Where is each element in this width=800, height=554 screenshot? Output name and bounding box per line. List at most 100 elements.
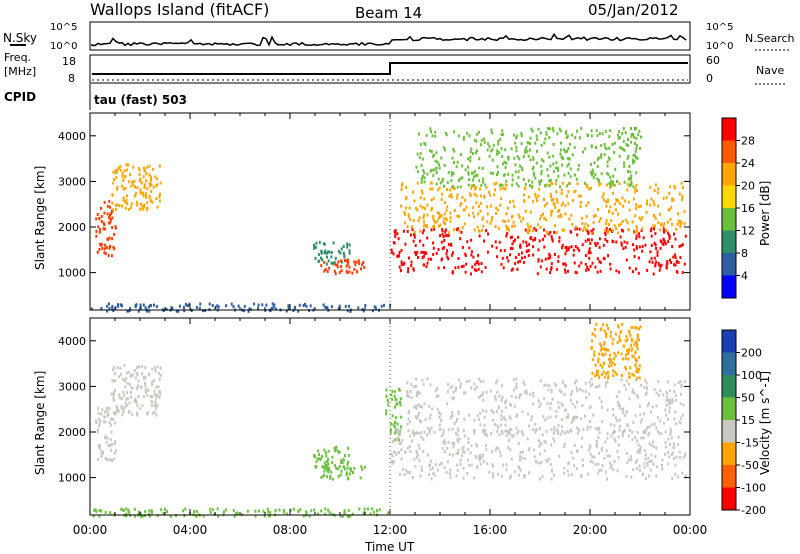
echo-cell: [429, 428, 432, 432]
echo-cell: [636, 246, 638, 250]
echo-cell: [456, 196, 459, 200]
echo-cell: [568, 217, 571, 221]
echo-cell: [616, 199, 619, 203]
cpid-text: tau (fast) 503: [94, 93, 187, 107]
echo-cell: [492, 472, 495, 476]
echo-cell: [554, 182, 557, 186]
echo-cell: [551, 237, 554, 241]
echo-cell: [479, 380, 482, 383]
echo-cell: [567, 415, 570, 419]
echo-cell: [338, 304, 341, 308]
echo-cell: [362, 261, 365, 265]
echo-cell: [653, 422, 656, 426]
echo-cell: [461, 226, 464, 229]
echo-cell: [504, 166, 507, 169]
echo-cell: [113, 391, 115, 395]
echo-cell: [254, 509, 257, 513]
echo-cell: [430, 168, 433, 172]
echo-cell: [574, 244, 577, 248]
echo-cell: [385, 409, 388, 413]
echo-cell: [602, 192, 605, 196]
echo-cell: [560, 390, 563, 394]
echo-cell: [630, 133, 633, 136]
echo-cell: [585, 268, 588, 272]
echo-cell: [623, 429, 626, 433]
echo-cell: [668, 399, 671, 402]
echo-cell: [490, 219, 493, 222]
echo-cell: [536, 149, 538, 153]
echo-cell: [669, 432, 672, 436]
echo-cell: [538, 405, 541, 408]
echo-cell: [501, 395, 504, 399]
echo-cell: [479, 209, 482, 213]
echo-cell: [574, 189, 577, 193]
echo-cell: [568, 142, 571, 146]
echo-cell: [591, 261, 594, 265]
echo-cell: [603, 198, 606, 202]
echo-cell: [451, 251, 454, 255]
echo-cell: [629, 333, 632, 337]
echo-cell: [111, 225, 114, 229]
echo-cell: [652, 440, 655, 444]
echo-cell: [327, 250, 330, 254]
echo-cell: [503, 160, 506, 164]
echo-cell: [622, 127, 625, 131]
echo-cell: [612, 174, 615, 178]
echo-cell: [592, 221, 595, 224]
echo-cell: [573, 464, 576, 467]
echo-cell: [153, 404, 156, 408]
echo-cell: [468, 246, 471, 250]
echo-cell: [103, 415, 106, 419]
echo-cell: [611, 183, 614, 187]
echo-cell: [138, 172, 141, 176]
echo-cell: [559, 148, 562, 152]
echo-cell: [581, 243, 584, 247]
echo-cell: [571, 402, 574, 406]
echo-cell: [475, 201, 478, 205]
echo-cell: [567, 202, 570, 206]
echo-cell: [141, 403, 144, 407]
echo-cell: [540, 169, 543, 173]
echo-cell: [435, 251, 438, 255]
echo-cell: [109, 443, 112, 447]
echo-cell: [623, 164, 626, 168]
echo-cell: [114, 171, 117, 175]
echo-cell: [556, 428, 559, 432]
echo-cell: [348, 243, 351, 247]
echo-cell: [443, 441, 446, 445]
echo-cell: [354, 263, 357, 267]
echo-cell: [645, 381, 648, 385]
echo-cell: [442, 235, 445, 239]
echo-cell: [529, 142, 532, 145]
echo-cell: [665, 399, 668, 402]
echo-cell: [632, 197, 635, 201]
echo-cell: [609, 361, 611, 364]
echo-cell: [589, 452, 592, 456]
echo-cell: [637, 271, 640, 275]
echo-cell: [543, 228, 545, 232]
echo-cell: [496, 149, 499, 153]
echo-cell: [652, 462, 655, 466]
echo-cell: [331, 455, 334, 459]
echo-cell: [674, 237, 677, 241]
echo-cell: [537, 248, 540, 252]
echo-cell: [416, 394, 418, 398]
echo-cell: [657, 187, 659, 191]
echo-cell: [104, 227, 106, 231]
echo-cell: [505, 234, 508, 238]
echo-cell: [417, 390, 420, 394]
echo-cell: [566, 469, 569, 473]
echo-cell: [439, 223, 442, 227]
echo-cell: [108, 420, 111, 424]
echo-cell: [318, 240, 321, 244]
echo-cell: [439, 412, 442, 416]
echo-cell: [109, 213, 111, 217]
echo-cell: [387, 511, 390, 515]
echo-cell: [518, 466, 521, 470]
echo-cell: [627, 357, 630, 361]
echo-cell: [439, 181, 442, 185]
echo-cell: [430, 257, 433, 261]
echo-cell: [524, 182, 527, 186]
echo-cell: [655, 246, 657, 250]
echo-cell: [561, 430, 564, 433]
